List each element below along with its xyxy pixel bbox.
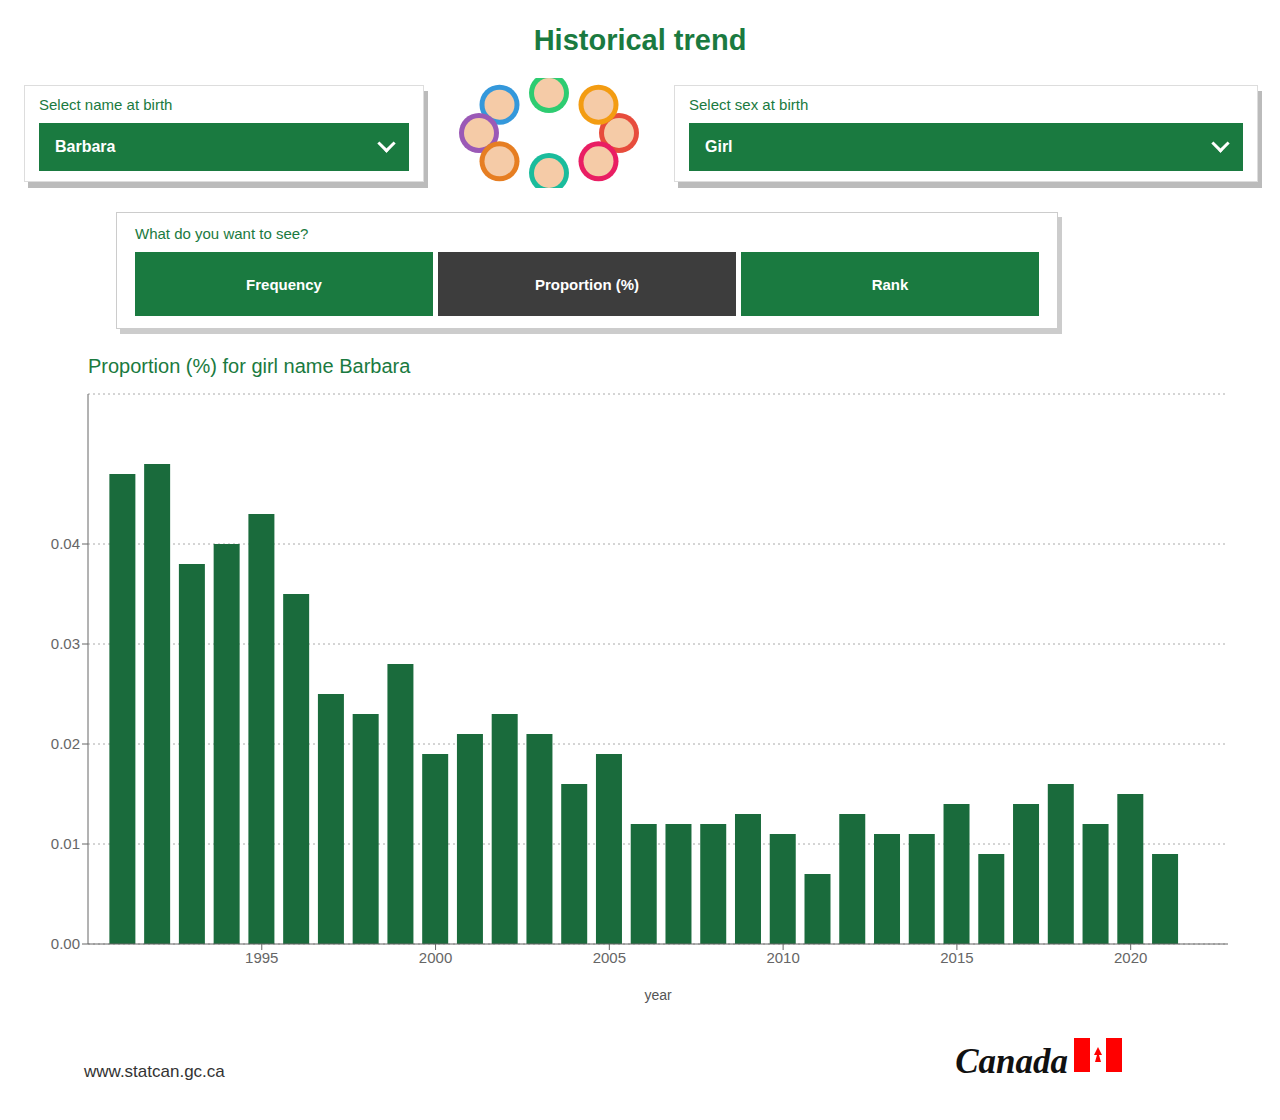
- html-text:Historical trend: Historical trend: [533, 24, 747, 56]
- svg-text:0.00: 0.00: [51, 935, 80, 952]
- html-text:Rank: Rank: [871, 275, 909, 293]
- html-text:Proportion (%) for girl name B: Proportion (%) for girl name Barbara: [88, 355, 411, 377]
- html-text:Canada: Canada: [955, 1042, 1068, 1081]
- svg-text:0.03: 0.03: [51, 635, 80, 652]
- svg-text:2015: 2015: [940, 949, 973, 966]
- svg-text:2010: 2010: [766, 949, 799, 966]
- svg-text:2020: 2020: [1114, 949, 1147, 966]
- svg-text:2000: 2000: [419, 949, 452, 966]
- svg-text:year: year: [644, 987, 672, 1003]
- svg-text:2005: 2005: [593, 949, 626, 966]
- svg-text:0.02: 0.02: [51, 735, 80, 752]
- html-text:Select sex at birth: Select sex at birth: [689, 95, 809, 113]
- html-text:What do you want to see?: What do you want to see?: [135, 225, 309, 242]
- html-text:Barbara: Barbara: [55, 137, 116, 155]
- html-text:www.statcan.gc.ca: www.statcan.gc.ca: [84, 1062, 225, 1081]
- svg-text:1995: 1995: [245, 949, 278, 966]
- html-text:Proportion (%): Proportion (%): [534, 275, 640, 293]
- svg-text:0.04: 0.04: [51, 535, 80, 552]
- html-text:Girl: Girl: [705, 137, 733, 155]
- html-text:Select name at birth: Select name at birth: [39, 95, 173, 113]
- svg-text:0.01: 0.01: [51, 835, 80, 852]
- html-text:Frequency: Frequency: [246, 275, 322, 293]
